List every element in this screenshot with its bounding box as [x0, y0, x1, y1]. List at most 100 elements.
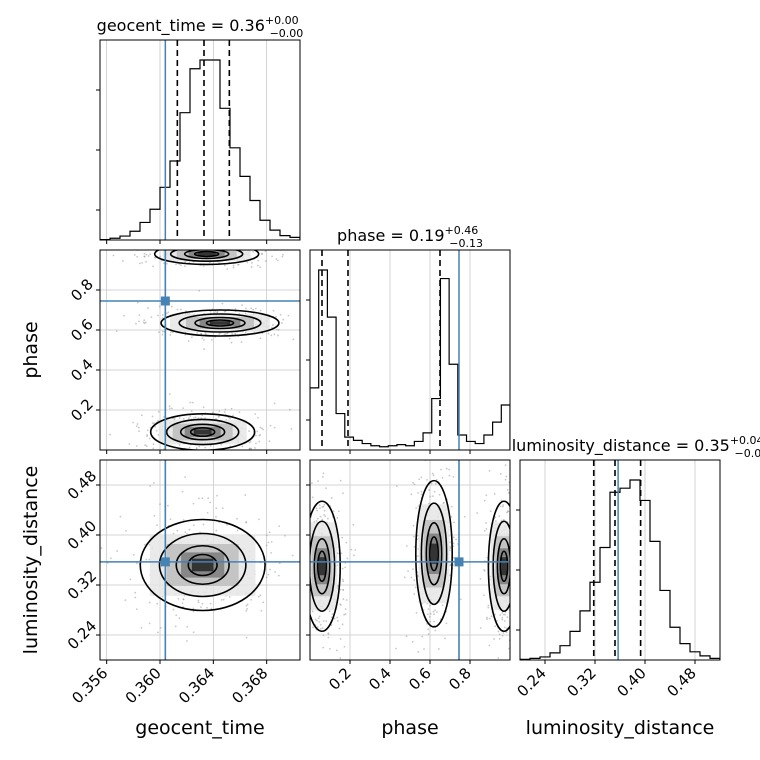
- sample-point: [205, 247, 207, 249]
- x-axis-label-geocent_time: geocent_time: [135, 717, 264, 739]
- contour: [175, 544, 230, 586]
- sample-point: [350, 548, 353, 551]
- sample-point: [215, 529, 218, 532]
- sample-point: [169, 333, 172, 336]
- sample-point: [152, 447, 155, 450]
- sample-point: [182, 417, 185, 420]
- sample-point: [245, 609, 248, 612]
- sample-point: [443, 501, 445, 504]
- sample-point: [431, 472, 434, 475]
- sample-point: [241, 445, 244, 448]
- sample-point: [321, 627, 324, 629]
- sample-point: [135, 608, 138, 611]
- sample-point: [248, 430, 251, 432]
- panel-border: [519, 459, 721, 661]
- sample-point: [165, 312, 168, 315]
- sample-point: [301, 613, 303, 615]
- contour: [310, 500, 341, 633]
- sample-point: [449, 547, 452, 550]
- sample-point: [502, 613, 505, 616]
- contour: [178, 313, 262, 333]
- sample-point: [138, 262, 141, 265]
- histogram-step: [310, 269, 510, 450]
- density-cell: [501, 557, 507, 576]
- sample-point: [158, 305, 161, 308]
- sample-point: [181, 602, 184, 605]
- sample-point: [434, 482, 437, 485]
- sample-point: [218, 333, 221, 335]
- title-minus: −0.13: [449, 237, 483, 250]
- y-axis-label-phase: phase: [20, 321, 42, 378]
- sample-point: [413, 483, 416, 486]
- sample-point: [192, 524, 195, 527]
- sample-point: [482, 594, 485, 597]
- sample-point: [322, 634, 325, 637]
- sample-point: [151, 422, 154, 425]
- sample-point: [506, 616, 509, 619]
- sample-point: [512, 595, 514, 597]
- sample-point: [173, 247, 175, 249]
- sample-point: [152, 243, 154, 245]
- sample-point: [504, 613, 506, 616]
- sample-point: [262, 601, 265, 604]
- sample-point: [302, 598, 304, 600]
- sample-point: [316, 509, 319, 512]
- sample-point: [324, 515, 327, 518]
- sample-point: [240, 246, 242, 248]
- sample-point: [515, 627, 517, 629]
- sample-point: [230, 341, 233, 344]
- sample-point: [244, 494, 247, 496]
- sample-point: [269, 568, 271, 571]
- sample-point: [234, 332, 237, 335]
- sample-point: [242, 248, 244, 250]
- sample-point: [192, 610, 195, 613]
- sample-point: [514, 538, 516, 540]
- sample-point: [201, 337, 204, 340]
- sample-point: [306, 554, 308, 556]
- sample-point: [277, 334, 279, 337]
- sample-point: [253, 241, 255, 243]
- sample-point: [207, 247, 209, 249]
- sample-point: [167, 243, 169, 245]
- sample-point: [352, 523, 355, 526]
- sample-point: [188, 446, 191, 449]
- sample-point: [278, 525, 281, 528]
- sample-point: [140, 414, 143, 417]
- joint-content: [100, 460, 304, 660]
- sample-point: [499, 472, 502, 475]
- sample-point: [177, 597, 180, 600]
- sample-point: [276, 259, 279, 262]
- sample-point: [342, 598, 345, 600]
- sample-point: [246, 261, 249, 264]
- sample-point: [312, 626, 315, 629]
- sample-point: [432, 474, 435, 477]
- sample-point: [514, 564, 516, 566]
- sample-point: [146, 433, 148, 436]
- sample-point: [258, 518, 260, 521]
- sample-point: [236, 244, 238, 246]
- sample-point: [143, 543, 146, 546]
- sample-point: [126, 246, 128, 248]
- sample-point: [161, 595, 164, 598]
- sample-point: [438, 493, 441, 496]
- sample-point: [201, 245, 203, 247]
- sample-point: [165, 262, 168, 265]
- sample-point: [434, 629, 437, 632]
- sample-point: [281, 255, 284, 258]
- sample-point: [223, 333, 226, 336]
- sample-point: [187, 417, 190, 419]
- sample-point: [407, 570, 409, 572]
- sample-point: [201, 602, 204, 605]
- sample-point: [216, 494, 218, 497]
- sample-point: [148, 437, 151, 440]
- sample-point: [501, 612, 504, 614]
- panel-background: [100, 40, 300, 240]
- sample-point: [200, 332, 202, 335]
- sample-point: [204, 417, 207, 420]
- sample-point: [432, 495, 434, 498]
- sample-point: [332, 510, 335, 513]
- sample-point: [317, 480, 319, 483]
- contour: [414, 479, 453, 628]
- sample-point: [252, 308, 255, 311]
- x-axis-label-luminosity_distance: luminosity_distance: [526, 717, 715, 739]
